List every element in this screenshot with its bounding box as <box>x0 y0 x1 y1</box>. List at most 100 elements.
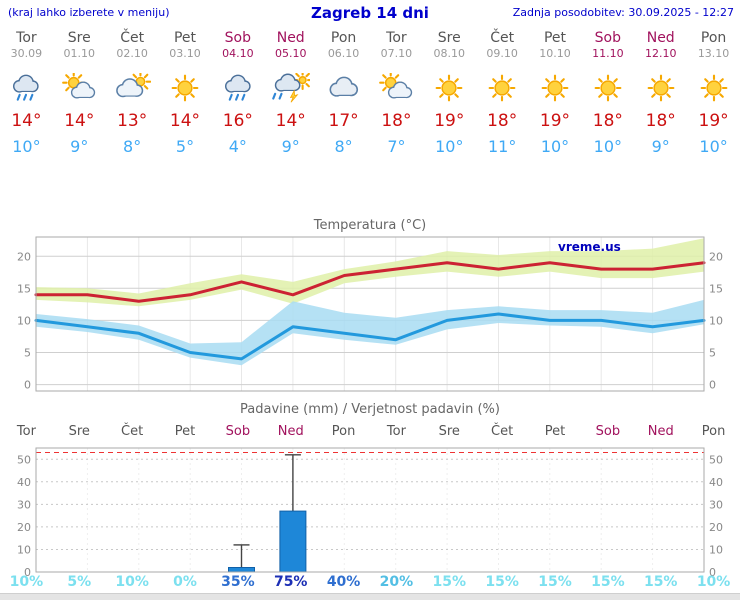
precipitation-day-labels: Tor Sre Čet Pet Sob Ned Pon Tor Sre Čet Pet Sob Ned P… <box>0 424 740 439</box>
day-date: 01.10 <box>63 47 96 60</box>
sunny-icon <box>529 73 582 105</box>
precip-probability: 15% <box>432 574 467 590</box>
svg-text:10: 10 <box>17 544 31 557</box>
precip-probability: 5% <box>67 574 92 590</box>
day-column-02.10[interactable]: Čet 02.10 13° 8° <box>106 30 159 156</box>
svg-text:10: 10 <box>709 544 723 557</box>
day-temp-min: 9° <box>651 137 670 156</box>
svg-text:20: 20 <box>17 250 31 263</box>
precip-day-label: Tor <box>386 424 406 439</box>
day-name: Pon <box>330 30 357 46</box>
day-column-07.10[interactable]: Tor 07.10 18° 7° <box>370 30 423 156</box>
day-temp-min: 8° <box>123 137 142 156</box>
day-name: Sob <box>594 30 622 46</box>
svg-text:0: 0 <box>709 566 716 579</box>
precip-day-label: Tor <box>16 424 36 439</box>
precip-day-label: Sre <box>438 424 460 439</box>
day-column-09.10[interactable]: Čet 09.10 18° 11° <box>476 30 529 156</box>
precipitation-probability-row: 10% 5% 10% 0% 35% 75% 40% 20% 15% 15% 15% 15% 15% 10% <box>0 574 740 590</box>
day-temp-max: 14° <box>11 111 42 131</box>
day-name: Ned <box>646 30 675 46</box>
day-name: Ned <box>276 30 305 46</box>
precip-probability: 0% <box>173 574 197 590</box>
cloudy-icon <box>317 73 370 105</box>
day-temp-min: 8° <box>334 137 353 156</box>
page-title: Zagreb 14 dni <box>311 4 429 22</box>
day-temp-max: 18° <box>592 111 623 131</box>
sunny-icon <box>634 73 687 105</box>
precip-day-label: Ned <box>277 424 304 439</box>
day-column-11.10[interactable]: Sob 11.10 18° 10° <box>581 30 634 156</box>
svg-text:20: 20 <box>709 250 723 263</box>
svg-text:50: 50 <box>709 453 723 466</box>
svg-text:10: 10 <box>709 314 723 327</box>
svg-text:40: 40 <box>709 476 723 489</box>
precip-day-label: Ned <box>647 424 674 439</box>
precip-day-label: Čet <box>491 424 514 439</box>
precip-day-label: Čet <box>121 424 144 439</box>
svg-text:0: 0 <box>24 566 31 579</box>
svg-text:0: 0 <box>709 379 716 392</box>
precip-day-label: Sob <box>225 424 251 439</box>
precip-probability: 15% <box>591 574 625 590</box>
precip-day-label: Pet <box>544 424 566 439</box>
precip-probability: 20% <box>379 574 414 590</box>
precip-probability: 10% <box>115 574 149 590</box>
day-column-04.10[interactable]: Sob 04.10 16° 4° <box>211 30 264 156</box>
precip-day-label: Pon <box>331 424 356 439</box>
day-column-10.10[interactable]: Pet 10.10 19° 10° <box>529 30 582 156</box>
partly-cloudy-icon <box>53 71 106 105</box>
precip-probability: 15% <box>538 574 572 590</box>
svg-text:15: 15 <box>709 282 723 295</box>
day-temp-max: 19° <box>434 111 465 131</box>
day-column-03.10[interactable]: Pet 03.10 14° 5° <box>159 30 212 156</box>
day-date: 09.10 <box>486 47 518 60</box>
day-temp-min: 5° <box>175 137 195 156</box>
partly-cloudy-icon <box>370 71 423 105</box>
day-column-13.10[interactable]: Pon 13.10 19° 10° <box>687 30 740 156</box>
day-date: 07.10 <box>380 47 413 60</box>
precip-day-label: Sre <box>68 424 90 439</box>
day-temp-max: 13° <box>117 111 148 131</box>
day-column-05.10[interactable]: Ned 05.10 14° 9° <box>264 30 317 156</box>
day-temp-max: 18° <box>487 111 518 131</box>
day-temp-max: 17° <box>328 111 359 131</box>
precip-day-label: Sob <box>595 424 621 439</box>
precip-probability: 15% <box>643 574 678 590</box>
precip-probability: 35% <box>221 574 255 590</box>
day-name: Sob <box>224 30 252 46</box>
day-column-08.10[interactable]: Sre 08.10 19° 10° <box>423 30 476 156</box>
precipitation-chart-title: Padavine (mm) / Verjetnost padavin (%) <box>240 402 500 417</box>
day-temp-max: 19° <box>698 111 729 131</box>
day-name: Sre <box>437 30 461 46</box>
day-date: 10.10 <box>539 47 571 60</box>
precip-probability: 15% <box>485 574 519 590</box>
day-temp-max: 19° <box>539 111 571 131</box>
day-temp-min: 4° <box>228 137 247 156</box>
footer-bar <box>0 593 740 600</box>
day-date: 08.10 <box>433 47 466 60</box>
svg-text:30: 30 <box>709 498 723 511</box>
day-column-01.10[interactable]: Sre 01.10 14° 9° <box>53 30 106 156</box>
svg-text:20: 20 <box>709 521 723 534</box>
day-column-06.10[interactable]: Pon 06.10 17° 8° <box>317 30 370 156</box>
svg-text:20: 20 <box>17 521 31 534</box>
mostly-cloudy-icon <box>106 70 159 105</box>
day-temp-min: 9° <box>281 137 300 156</box>
sunny-icon <box>687 73 740 105</box>
day-temp-min: 10° <box>540 137 570 156</box>
svg-text:50: 50 <box>17 453 31 466</box>
svg-text:15: 15 <box>17 282 31 295</box>
day-column-12.10[interactable]: Ned 12.10 18° 9° <box>634 30 687 156</box>
svg-text:10: 10 <box>17 314 31 327</box>
precip-probability: 75% <box>273 574 308 590</box>
menu-hint: (kraj lahko izberete v meniju) <box>8 6 170 19</box>
precip-probability: 10% <box>696 574 731 590</box>
precip-probability: 10% <box>9 574 44 590</box>
day-column-30.09[interactable]: Tor 30.09 14° 10° <box>0 30 53 156</box>
day-date: 11.10 <box>592 47 624 60</box>
day-temp-min: 10° <box>12 137 41 156</box>
day-date: 03.10 <box>169 47 201 60</box>
last-updated: Zadnja posodobitev: 30.09.2025 - 12:27 <box>512 6 734 19</box>
